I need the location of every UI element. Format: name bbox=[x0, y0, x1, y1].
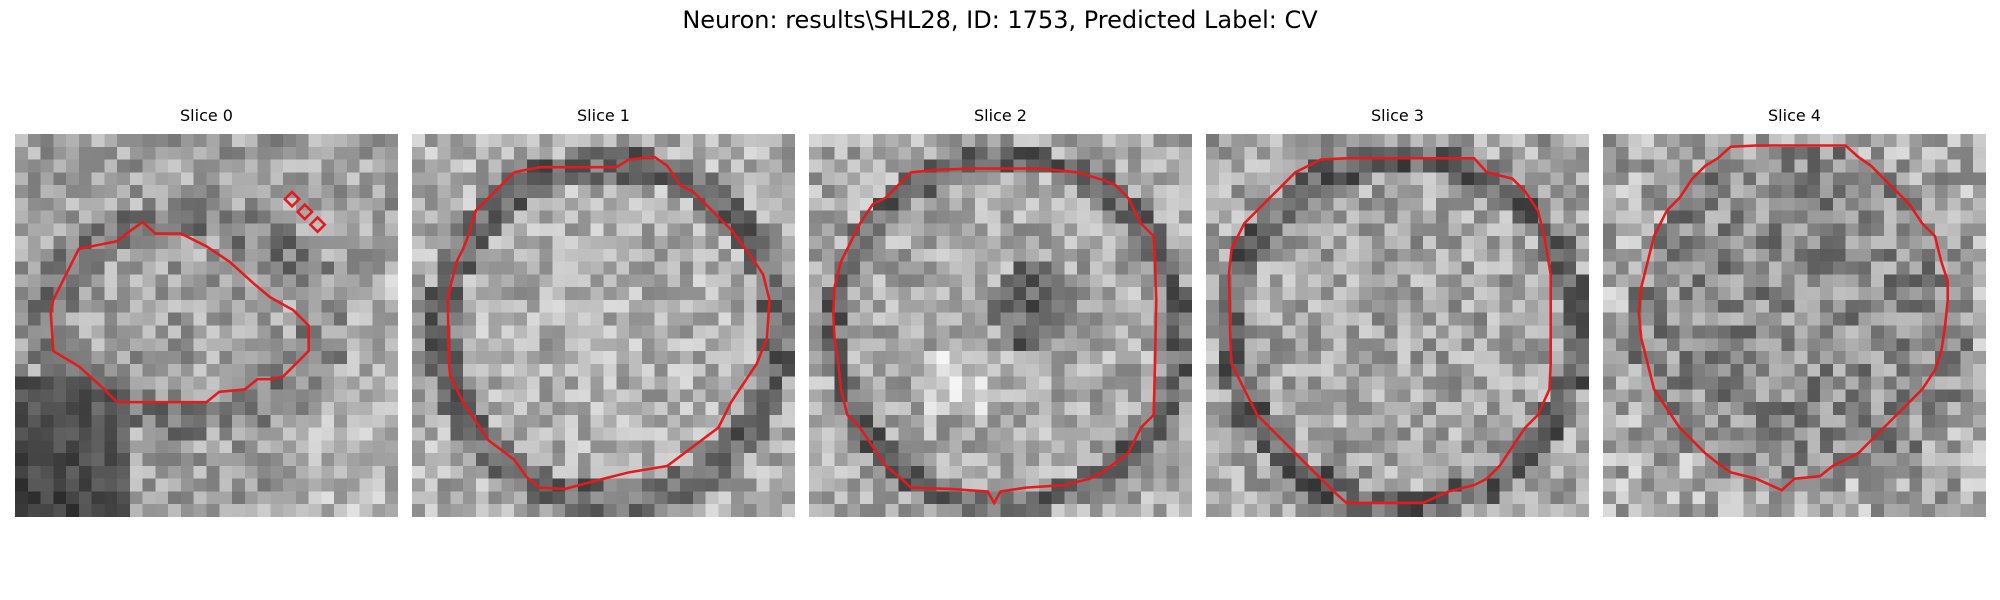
figure-title: Neuron: results\SHL28, ID: 1753, Predict… bbox=[682, 6, 1318, 34]
slice-panel-2: Slice 2 bbox=[809, 106, 1192, 518]
segmentation-contour-overlay bbox=[49, 190, 327, 404]
em-grayscale-patch bbox=[15, 134, 398, 517]
contour-fragment bbox=[283, 190, 302, 209]
segmentation-contour-overlay bbox=[831, 167, 1158, 506]
em-grayscale-patch bbox=[412, 134, 795, 517]
slice-image bbox=[15, 134, 398, 517]
contour-fragment bbox=[308, 215, 327, 234]
segmentation-contour-overlay bbox=[1227, 156, 1552, 505]
em-grayscale-patch bbox=[1603, 134, 1986, 517]
segmentation-contour bbox=[1227, 156, 1552, 505]
slice-panel-4: Slice 4 bbox=[1603, 106, 1986, 518]
slice-image bbox=[1206, 134, 1589, 517]
slice-image bbox=[809, 134, 1192, 517]
slice-title: Slice 1 bbox=[577, 106, 630, 125]
segmentation-contour bbox=[446, 155, 771, 491]
slice-title: Slice 2 bbox=[974, 106, 1027, 125]
slice-title: Slice 0 bbox=[180, 106, 233, 125]
slice-panel-0: Slice 0 bbox=[15, 106, 398, 518]
slice-title: Slice 3 bbox=[1371, 106, 1424, 125]
segmentation-contour bbox=[49, 221, 310, 404]
segmentation-contour-overlay bbox=[446, 155, 771, 491]
segmentation-contour bbox=[831, 167, 1158, 506]
segmentation-contour bbox=[1637, 144, 1949, 492]
slice-panel-3: Slice 3 bbox=[1206, 106, 1589, 518]
slice-panel-1: Slice 1 bbox=[412, 106, 795, 518]
slice-image bbox=[1603, 134, 1986, 517]
contour-fragment bbox=[295, 202, 314, 221]
slice-title: Slice 4 bbox=[1768, 106, 1821, 125]
segmentation-contour-overlay bbox=[1637, 144, 1949, 492]
slice-image bbox=[412, 134, 795, 517]
